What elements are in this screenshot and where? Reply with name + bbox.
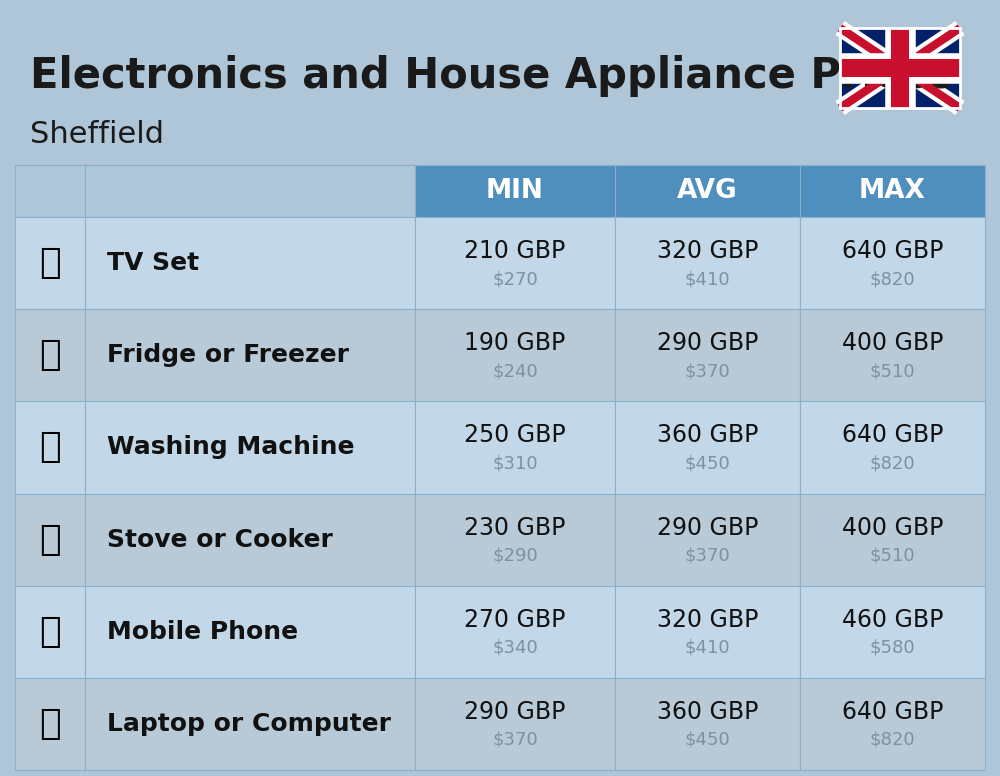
Text: $410: $410 bbox=[685, 639, 730, 656]
Text: $820: $820 bbox=[870, 731, 915, 749]
Text: 640 GBP: 640 GBP bbox=[842, 700, 943, 724]
Text: $510: $510 bbox=[870, 546, 915, 565]
FancyBboxPatch shape bbox=[415, 309, 615, 401]
FancyBboxPatch shape bbox=[15, 677, 85, 770]
Text: 190 GBP: 190 GBP bbox=[464, 331, 566, 355]
Text: 400 GBP: 400 GBP bbox=[842, 331, 943, 355]
FancyBboxPatch shape bbox=[85, 401, 415, 494]
Text: 250 GBP: 250 GBP bbox=[464, 424, 566, 448]
FancyBboxPatch shape bbox=[615, 401, 800, 494]
FancyBboxPatch shape bbox=[615, 494, 800, 586]
Text: 290 GBP: 290 GBP bbox=[657, 331, 758, 355]
FancyBboxPatch shape bbox=[615, 586, 800, 677]
FancyBboxPatch shape bbox=[15, 401, 85, 494]
FancyBboxPatch shape bbox=[415, 586, 615, 677]
Text: Sheffield: Sheffield bbox=[30, 120, 164, 149]
FancyBboxPatch shape bbox=[85, 677, 415, 770]
FancyBboxPatch shape bbox=[615, 677, 800, 770]
Text: 460 GBP: 460 GBP bbox=[842, 608, 943, 632]
Text: $370: $370 bbox=[685, 546, 730, 565]
Text: 210 GBP: 210 GBP bbox=[464, 239, 566, 263]
FancyBboxPatch shape bbox=[85, 494, 415, 586]
FancyBboxPatch shape bbox=[800, 309, 985, 401]
Text: $510: $510 bbox=[870, 362, 915, 380]
Text: MAX: MAX bbox=[859, 178, 926, 204]
Text: $270: $270 bbox=[492, 270, 538, 288]
Text: 400 GBP: 400 GBP bbox=[842, 515, 943, 539]
Text: 640 GBP: 640 GBP bbox=[842, 424, 943, 448]
FancyBboxPatch shape bbox=[800, 677, 985, 770]
FancyBboxPatch shape bbox=[15, 309, 85, 401]
Text: 📱: 📱 bbox=[39, 615, 61, 649]
Text: $410: $410 bbox=[685, 270, 730, 288]
Text: $370: $370 bbox=[685, 362, 730, 380]
FancyBboxPatch shape bbox=[85, 309, 415, 401]
Text: $370: $370 bbox=[492, 731, 538, 749]
Text: Mobile Phone: Mobile Phone bbox=[107, 620, 298, 644]
FancyBboxPatch shape bbox=[15, 586, 85, 677]
Text: Stove or Cooker: Stove or Cooker bbox=[107, 528, 333, 552]
Text: 🍳: 🍳 bbox=[39, 522, 61, 556]
Text: Laptop or Computer: Laptop or Computer bbox=[107, 712, 391, 736]
Text: 640 GBP: 640 GBP bbox=[842, 239, 943, 263]
FancyBboxPatch shape bbox=[85, 217, 415, 309]
FancyBboxPatch shape bbox=[415, 217, 615, 309]
FancyBboxPatch shape bbox=[415, 494, 615, 586]
Text: 360 GBP: 360 GBP bbox=[657, 700, 758, 724]
Text: 🧊: 🧊 bbox=[39, 338, 61, 372]
Text: TV Set: TV Set bbox=[107, 251, 199, 275]
Text: $310: $310 bbox=[492, 455, 538, 473]
FancyBboxPatch shape bbox=[615, 217, 800, 309]
Text: 🌀: 🌀 bbox=[39, 431, 61, 464]
Text: 290 GBP: 290 GBP bbox=[657, 515, 758, 539]
FancyBboxPatch shape bbox=[800, 586, 985, 677]
Text: $340: $340 bbox=[492, 639, 538, 656]
Text: Washing Machine: Washing Machine bbox=[107, 435, 354, 459]
Text: $450: $450 bbox=[685, 455, 730, 473]
Text: $820: $820 bbox=[870, 455, 915, 473]
Text: 💻: 💻 bbox=[39, 707, 61, 741]
FancyBboxPatch shape bbox=[15, 165, 85, 217]
Text: 290 GBP: 290 GBP bbox=[464, 700, 566, 724]
Text: AVG: AVG bbox=[677, 178, 738, 204]
FancyBboxPatch shape bbox=[415, 401, 615, 494]
Text: MIN: MIN bbox=[486, 178, 544, 204]
Text: 360 GBP: 360 GBP bbox=[657, 424, 758, 448]
FancyBboxPatch shape bbox=[840, 28, 960, 108]
FancyBboxPatch shape bbox=[800, 217, 985, 309]
Text: 270 GBP: 270 GBP bbox=[464, 608, 566, 632]
Text: $450: $450 bbox=[685, 731, 730, 749]
Text: 230 GBP: 230 GBP bbox=[464, 515, 566, 539]
FancyBboxPatch shape bbox=[85, 586, 415, 677]
Text: $820: $820 bbox=[870, 270, 915, 288]
FancyBboxPatch shape bbox=[800, 401, 985, 494]
Text: $290: $290 bbox=[492, 546, 538, 565]
Text: 320 GBP: 320 GBP bbox=[657, 239, 758, 263]
Text: 320 GBP: 320 GBP bbox=[657, 608, 758, 632]
FancyBboxPatch shape bbox=[800, 165, 985, 217]
Text: $580: $580 bbox=[870, 639, 915, 656]
FancyBboxPatch shape bbox=[15, 217, 85, 309]
Text: Fridge or Freezer: Fridge or Freezer bbox=[107, 343, 349, 367]
FancyBboxPatch shape bbox=[415, 165, 615, 217]
FancyBboxPatch shape bbox=[615, 309, 800, 401]
FancyBboxPatch shape bbox=[85, 165, 415, 217]
FancyBboxPatch shape bbox=[615, 165, 800, 217]
Text: Electronics and House Appliance Prices: Electronics and House Appliance Prices bbox=[30, 55, 953, 97]
Text: $240: $240 bbox=[492, 362, 538, 380]
FancyBboxPatch shape bbox=[415, 677, 615, 770]
FancyBboxPatch shape bbox=[800, 494, 985, 586]
FancyBboxPatch shape bbox=[15, 494, 85, 586]
Text: 📺: 📺 bbox=[39, 246, 61, 280]
